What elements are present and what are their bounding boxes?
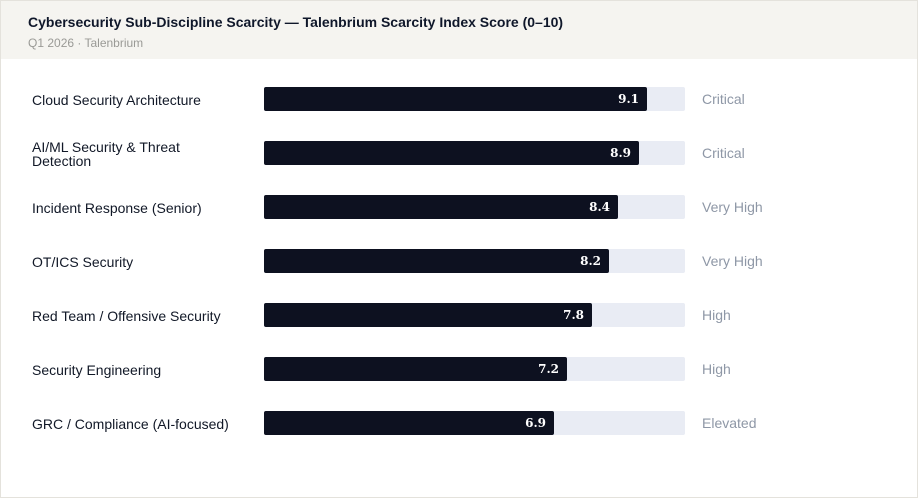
tier-label: High — [702, 307, 731, 323]
bar-value-label: 7.2 — [538, 362, 559, 376]
bar-row: Cloud Security Architecture 9.1 Critical — [1, 87, 917, 113]
bar-row: Security Engineering 7.2 High — [1, 357, 917, 383]
bar: 8.9 — [264, 141, 639, 165]
tier-label: Critical — [702, 145, 745, 161]
bar-track: 7.8 — [264, 303, 685, 327]
bar-value-label: 7.8 — [563, 308, 584, 322]
tier-label: Critical — [702, 91, 745, 107]
chart-title: Cybersecurity Sub-Discipline Scarcity — … — [28, 14, 564, 30]
bar-row: Red Team / Offensive Security 7.8 High — [1, 303, 917, 329]
bar-track: 8.9 — [264, 141, 685, 165]
category-label: Incident Response (Senior) — [32, 200, 202, 216]
tier-label: Very High — [702, 253, 763, 269]
tier-label: Elevated — [702, 415, 757, 431]
chart-header: Cybersecurity Sub-Discipline Scarcity — … — [1, 1, 917, 59]
bar: 7.8 — [264, 303, 592, 327]
bar-value-label: 8.9 — [610, 146, 631, 160]
bar-track: 9.1 — [264, 87, 685, 111]
tier-label: High — [702, 361, 731, 377]
bar: 8.4 — [264, 195, 618, 219]
bar-value-label: 6.9 — [525, 416, 546, 430]
bar-track: 8.2 — [264, 249, 685, 273]
category-label: GRC / Compliance (AI-focused) — [32, 416, 229, 432]
chart-subtitle: Q1 2026 · Talenbrium — [28, 36, 144, 50]
bar: 6.9 — [264, 411, 554, 435]
bar-row: GRC / Compliance (AI-focused) 6.9 Elevated — [1, 411, 917, 437]
bar-row: AI/ML Security & Threat Detection 8.9 Crit… — [1, 139, 917, 169]
bar: 8.2 — [264, 249, 609, 273]
bar-row: Incident Response (Senior) 8.4 Very High — [1, 195, 917, 221]
category-label: OT/ICS Security — [32, 254, 134, 270]
bar-track: 7.2 — [264, 357, 685, 381]
bar-value-label: 8.4 — [589, 200, 610, 214]
category-label: Cloud Security Architecture — [32, 92, 201, 108]
category-label: Security Engineering — [32, 362, 162, 378]
bar: 9.1 — [264, 87, 647, 111]
bar-value-label: 8.2 — [580, 254, 601, 268]
bar: 7.2 — [264, 357, 567, 381]
bar-value-label: 9.1 — [618, 92, 639, 106]
bar-row: OT/ICS Security 8.2 Very High — [1, 249, 917, 275]
tier-label: Very High — [702, 199, 763, 215]
bar-track: 6.9 — [264, 411, 685, 435]
bar-track: 8.4 — [264, 195, 685, 219]
category-label: AI/ML Security & Threat Detection — [32, 139, 180, 169]
category-label: Red Team / Offensive Security — [32, 308, 221, 324]
